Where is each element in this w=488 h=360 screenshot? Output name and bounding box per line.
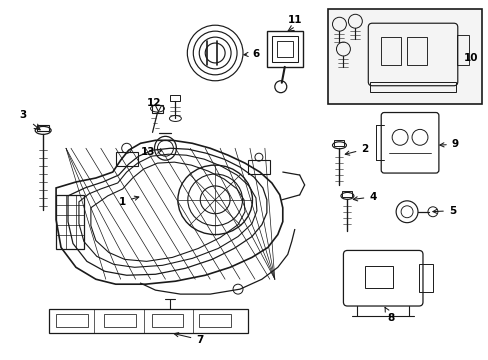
Text: 13: 13 (141, 147, 161, 157)
Bar (56, 314, 88, 327)
Text: 12: 12 (146, 98, 161, 108)
Text: 10: 10 (463, 53, 477, 63)
Bar (199, 314, 231, 327)
Bar (271, 36, 297, 62)
Bar (456, 35, 468, 65)
Bar (116, 152, 137, 166)
Text: 6: 6 (244, 49, 259, 59)
Bar (170, 95, 180, 100)
Text: 8: 8 (384, 307, 394, 323)
Bar (334, 140, 344, 146)
Bar (342, 191, 352, 197)
Text: 11: 11 (287, 15, 302, 25)
Bar (56, 195, 84, 249)
Text: 7: 7 (174, 333, 203, 345)
Bar (37, 125, 49, 131)
Bar (369, 82, 455, 92)
Bar (49, 309, 247, 333)
Bar (266, 31, 302, 67)
Text: 5: 5 (432, 206, 455, 216)
Bar (276, 41, 292, 57)
Bar (151, 314, 183, 327)
Bar (151, 105, 163, 113)
Text: 2: 2 (345, 144, 368, 155)
Bar (381, 37, 400, 65)
Text: 4: 4 (353, 192, 376, 202)
Bar (406, 37, 426, 65)
Bar (327, 9, 481, 104)
Bar (247, 160, 269, 174)
Bar (418, 264, 432, 292)
Bar (365, 266, 392, 288)
Text: 9: 9 (439, 139, 458, 149)
Bar (103, 314, 135, 327)
Text: 1: 1 (119, 196, 139, 207)
Text: 3: 3 (19, 111, 26, 121)
